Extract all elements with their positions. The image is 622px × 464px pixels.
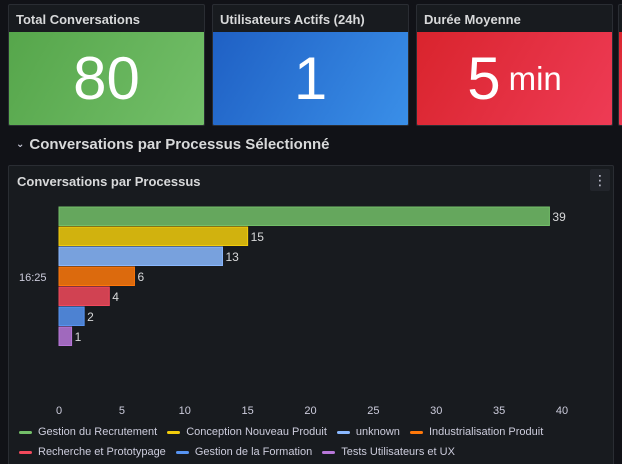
bar-value-label: 1 xyxy=(75,330,82,344)
bar-2[interactable] xyxy=(58,246,223,266)
stat-panel-partial xyxy=(618,4,622,126)
legend-label: Gestion de la Formation xyxy=(194,446,313,458)
stat-unit: min xyxy=(508,59,562,97)
legend-item[interactable]: Conception Nouveau Produit xyxy=(167,426,327,438)
bar-value-label: 39 xyxy=(552,210,566,224)
chart-axis: 16:25 0 5 10 15 20 25 30 35 40 xyxy=(19,272,568,416)
legend-label: unknown xyxy=(355,426,400,438)
legend-swatch xyxy=(19,430,32,434)
stat-value: 80 xyxy=(73,44,140,112)
row-title: Conversations par Processus Sélectionné xyxy=(29,136,330,153)
legend-swatch xyxy=(167,430,181,434)
legend-swatch xyxy=(336,430,350,434)
legend-label: Gestion du Recrutement xyxy=(38,426,158,438)
bar-1[interactable] xyxy=(58,226,249,246)
x-tick-label: 30 xyxy=(430,405,442,416)
x-tick-label: 10 xyxy=(179,405,191,416)
stat-panel-average-duration: Durée Moyenne 5 min xyxy=(416,4,613,126)
legend-label: Tests Utilisateurs et UX xyxy=(341,446,455,458)
x-tick-label: 40 xyxy=(556,405,568,416)
legend-item[interactable]: Gestion de la Formation xyxy=(175,446,313,458)
legend-item[interactable]: Recherche et Prototypage xyxy=(19,446,166,458)
legend-swatch xyxy=(19,450,32,454)
stat-panel-total-conversations: Total Conversations 80 xyxy=(8,4,205,126)
x-tick-label: 5 xyxy=(119,405,125,416)
x-tick-label: 15 xyxy=(242,405,254,416)
x-tick-label: 35 xyxy=(493,405,505,416)
bar-value-label: 4 xyxy=(112,290,119,304)
stat-title: Durée Moyenne xyxy=(424,12,521,27)
x-tick-label: 25 xyxy=(367,405,379,416)
panel-title: Conversations par Processus xyxy=(17,174,201,189)
legend-item[interactable]: Tests Utilisateurs et UX xyxy=(322,446,455,458)
legend-label: Conception Nouveau Produit xyxy=(186,426,327,438)
legend-item[interactable]: unknown xyxy=(336,426,400,438)
stat-title: Total Conversations xyxy=(16,12,141,27)
legend-row: Gestion du Recrutement Conception Nouveau… xyxy=(19,426,609,438)
stat-value: 5 xyxy=(467,44,501,112)
bar-chart: 39 15 13 6 4 21 16:25 0 5 10 15 20 25 30 35 40 xyxy=(19,206,568,416)
legend-label: Recherche et Prototypage xyxy=(38,446,166,458)
category-label: 16:25 xyxy=(19,272,47,284)
bar-value-label: 13 xyxy=(225,250,239,264)
chart-labels: 39 15 13 6 4 21 xyxy=(75,210,567,344)
stat-title: Utilisateurs Actifs (24h) xyxy=(220,12,365,27)
legend-item[interactable]: Industrialisation Produit xyxy=(409,426,544,438)
bar-4[interactable] xyxy=(58,286,110,306)
bar-6[interactable] xyxy=(58,326,73,346)
x-tick-label: 0 xyxy=(56,405,62,416)
stat-body xyxy=(619,32,622,125)
bar-value-label: 15 xyxy=(251,230,265,244)
kebab-menu-icon[interactable]: ⋮ xyxy=(590,169,610,191)
bar-5[interactable] xyxy=(58,306,85,326)
stat-value: 1 xyxy=(293,44,328,112)
bar-chart-panel: Conversations par Processus ⋮ 39 15 13 6 4 2 1… xyxy=(8,165,614,464)
legend-swatch xyxy=(409,430,423,434)
row-collapse-toggle[interactable]: ⌄ Conversations par Processus Sélectionn… xyxy=(16,136,330,153)
legend-swatch xyxy=(322,450,336,454)
bar-3[interactable] xyxy=(58,266,135,286)
legend-item[interactable]: Gestion du Recrutement xyxy=(19,426,157,438)
stat-body: 5 min xyxy=(417,32,612,125)
bar-value-label: 2 xyxy=(87,310,94,324)
stat-panel-active-users: Utilisateurs Actifs (24h) 1 xyxy=(212,4,409,126)
chart-bars xyxy=(58,206,550,346)
bar-value-label: 6 xyxy=(137,270,144,284)
stat-body: 1 xyxy=(213,32,408,125)
bar-0[interactable] xyxy=(58,206,550,226)
legend-swatch xyxy=(175,450,189,454)
legend-label: Industrialisation Produit xyxy=(428,426,544,438)
legend-row: Recherche et Prototypage Gestion de la Fo… xyxy=(19,446,609,458)
x-tick-label: 20 xyxy=(304,405,316,416)
chevron-down-icon: ⌄ xyxy=(16,139,25,150)
stat-body: 80 xyxy=(9,32,204,125)
